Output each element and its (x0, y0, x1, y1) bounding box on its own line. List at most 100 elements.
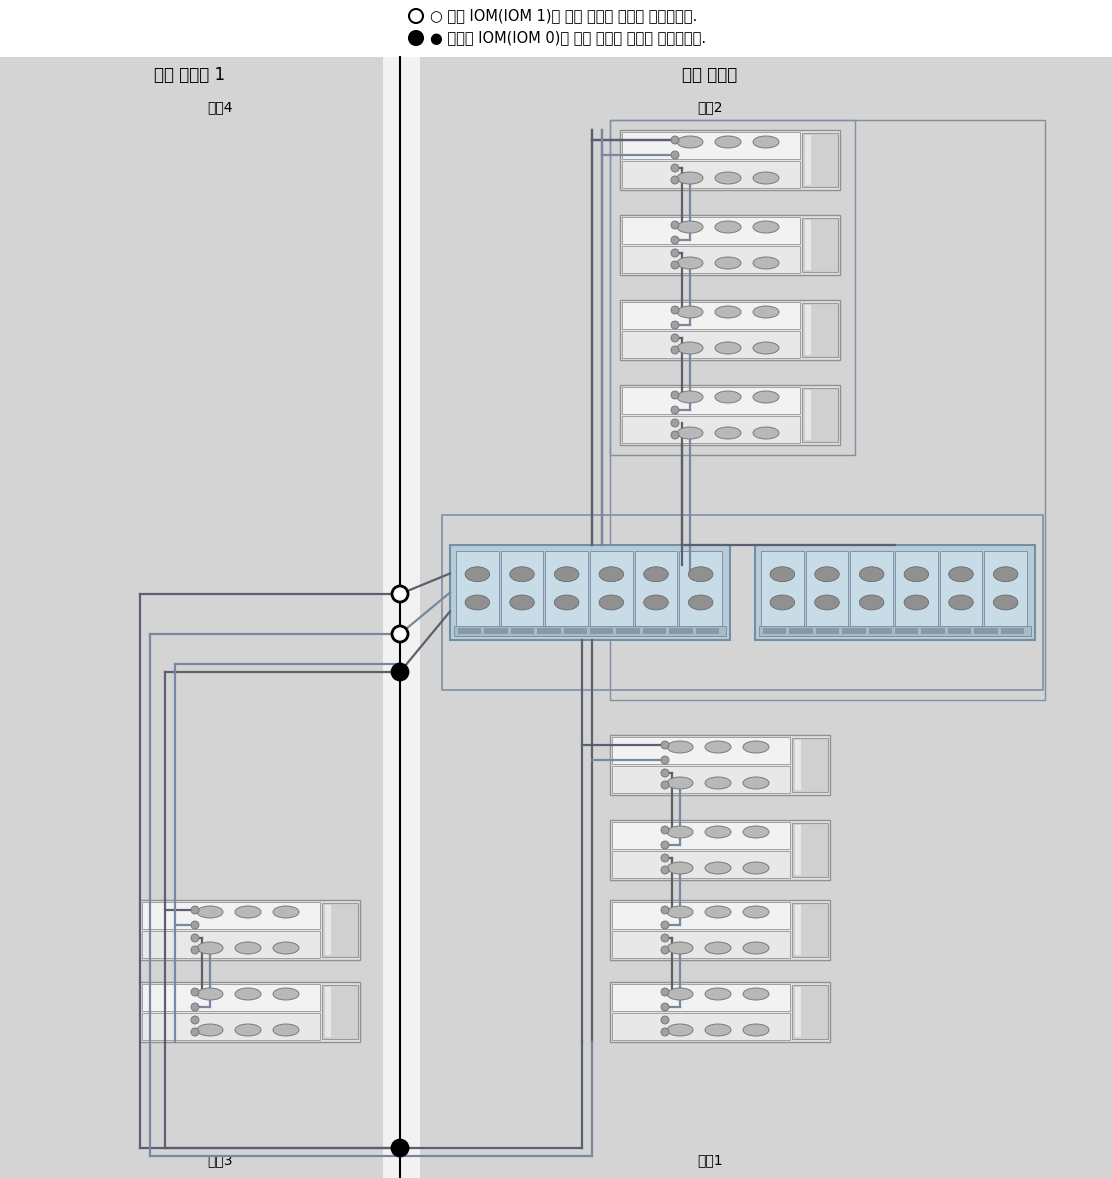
Ellipse shape (667, 942, 693, 954)
Bar (763, 628, 786, 634)
Circle shape (393, 585, 408, 602)
Ellipse shape (191, 988, 199, 997)
Bar (622, 132, 800, 159)
Ellipse shape (753, 257, 780, 269)
Ellipse shape (465, 567, 489, 582)
Ellipse shape (705, 826, 731, 838)
Ellipse shape (671, 431, 679, 439)
Ellipse shape (191, 934, 199, 942)
Ellipse shape (743, 942, 770, 954)
Ellipse shape (770, 567, 795, 582)
Bar (755, 545, 1035, 640)
Ellipse shape (274, 942, 299, 954)
Bar (450, 545, 729, 640)
Text: 쳋인4: 쳋인4 (207, 100, 232, 114)
Ellipse shape (743, 862, 770, 874)
Ellipse shape (860, 567, 884, 582)
Ellipse shape (661, 769, 669, 777)
Ellipse shape (671, 151, 679, 159)
Bar (761, 551, 804, 634)
Bar (895, 551, 937, 634)
Ellipse shape (661, 988, 669, 997)
Ellipse shape (197, 942, 224, 954)
Bar (612, 902, 790, 929)
Bar (669, 628, 693, 634)
Bar (622, 331, 800, 358)
Ellipse shape (743, 906, 770, 918)
Ellipse shape (661, 756, 669, 765)
Bar (142, 902, 320, 929)
Ellipse shape (661, 866, 669, 874)
Ellipse shape (770, 595, 795, 610)
Bar (696, 628, 719, 634)
Ellipse shape (465, 595, 489, 610)
Bar (510, 628, 534, 634)
Ellipse shape (815, 595, 840, 610)
Ellipse shape (904, 567, 929, 582)
Ellipse shape (743, 826, 770, 838)
Bar (1001, 628, 1024, 634)
Bar (612, 822, 790, 849)
Ellipse shape (671, 262, 679, 269)
Bar (612, 766, 790, 793)
Bar (792, 737, 828, 792)
Ellipse shape (677, 426, 703, 439)
Bar (610, 735, 830, 795)
Ellipse shape (671, 236, 679, 244)
Ellipse shape (904, 595, 929, 610)
Ellipse shape (509, 567, 534, 582)
Ellipse shape (715, 426, 741, 439)
Ellipse shape (661, 946, 669, 954)
Ellipse shape (191, 921, 199, 929)
Ellipse shape (671, 164, 679, 172)
Ellipse shape (235, 1024, 261, 1035)
Bar (456, 551, 498, 634)
Bar (622, 217, 800, 244)
Ellipse shape (599, 567, 624, 582)
Ellipse shape (949, 595, 973, 610)
Ellipse shape (197, 1024, 224, 1035)
Ellipse shape (671, 391, 679, 399)
Bar (805, 305, 811, 355)
Text: 쳋인1: 쳋인1 (697, 1153, 723, 1167)
Ellipse shape (555, 595, 579, 610)
Ellipse shape (661, 841, 669, 849)
Bar (140, 982, 360, 1043)
Ellipse shape (705, 741, 731, 753)
Bar (635, 551, 677, 634)
Bar (612, 737, 790, 765)
Bar (612, 1013, 790, 1040)
Ellipse shape (671, 406, 679, 413)
Bar (537, 628, 560, 634)
Ellipse shape (661, 934, 669, 942)
Bar (802, 133, 838, 187)
Ellipse shape (715, 221, 741, 233)
Ellipse shape (677, 342, 703, 355)
Ellipse shape (705, 988, 731, 1000)
Bar (322, 904, 358, 957)
Bar (612, 984, 790, 1011)
Ellipse shape (753, 426, 780, 439)
Ellipse shape (705, 906, 731, 918)
Circle shape (393, 626, 408, 642)
Bar (142, 984, 320, 1011)
Bar (795, 987, 801, 1037)
Ellipse shape (671, 221, 679, 229)
Bar (805, 390, 811, 441)
Bar (759, 626, 1031, 636)
Ellipse shape (705, 942, 731, 954)
Ellipse shape (661, 826, 669, 834)
Bar (322, 985, 358, 1039)
Ellipse shape (715, 135, 741, 148)
Bar (922, 628, 945, 634)
Ellipse shape (671, 419, 679, 426)
Ellipse shape (671, 346, 679, 355)
Bar (790, 628, 813, 634)
Ellipse shape (671, 249, 679, 257)
Ellipse shape (671, 176, 679, 184)
Ellipse shape (688, 595, 713, 610)
Ellipse shape (191, 906, 199, 914)
Ellipse shape (667, 741, 693, 753)
Bar (564, 628, 587, 634)
Ellipse shape (705, 1024, 731, 1035)
